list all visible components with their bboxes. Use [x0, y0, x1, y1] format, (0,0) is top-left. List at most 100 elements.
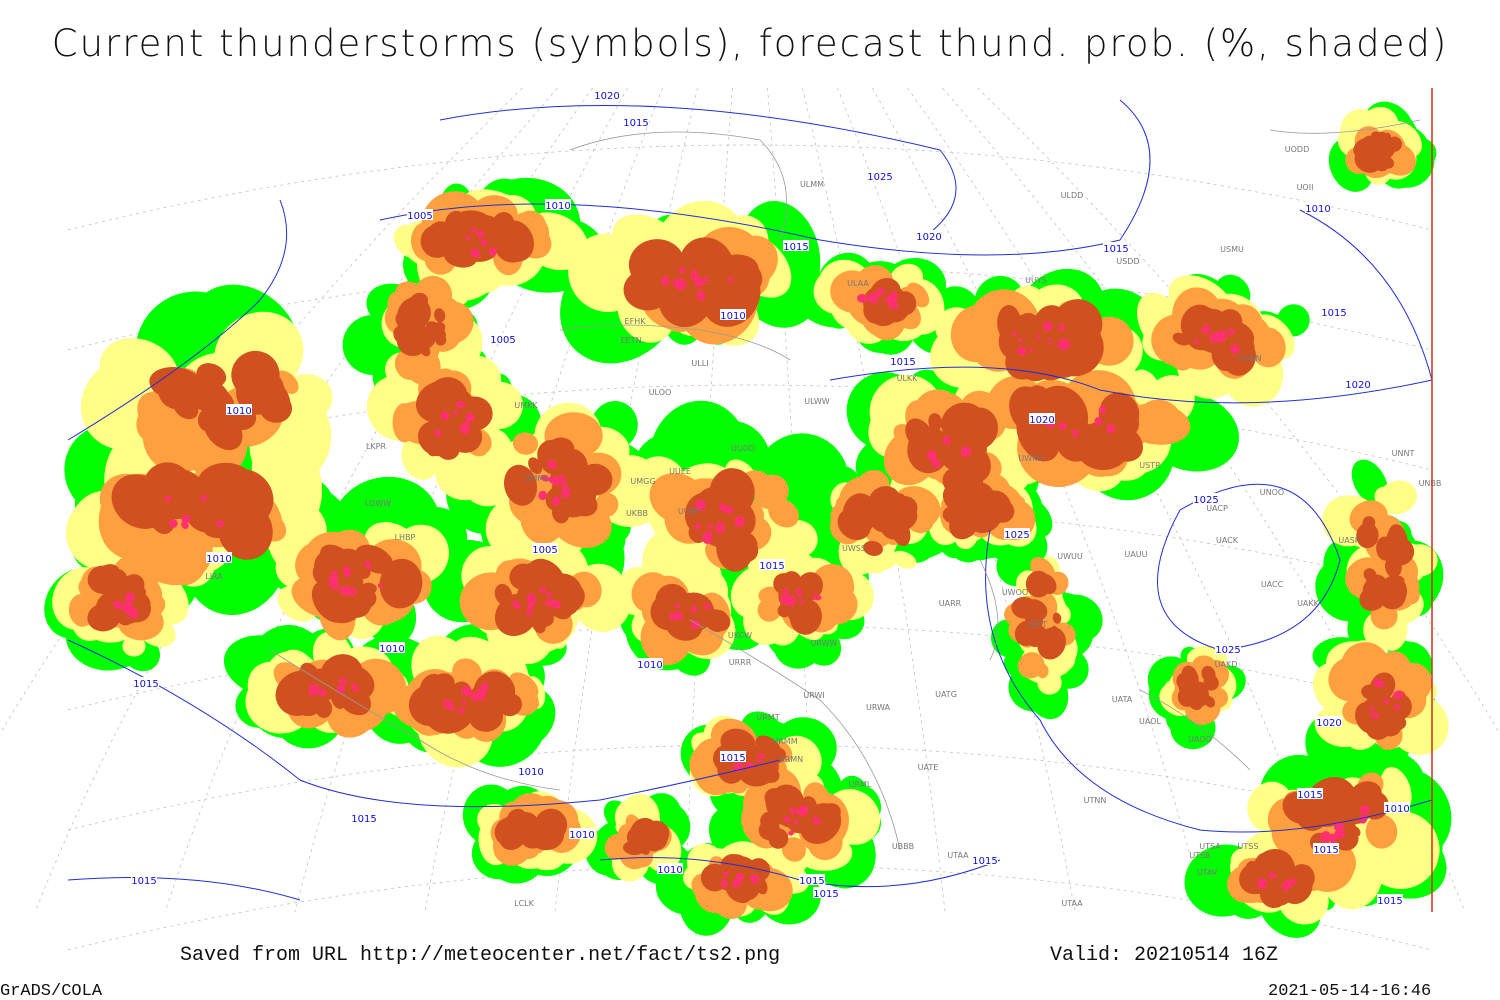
isobar-label: 1025	[1193, 495, 1218, 506]
prob-shade	[494, 583, 513, 606]
prob-shade	[697, 290, 706, 302]
station-label: UACP	[1206, 504, 1228, 513]
prob-shade	[842, 493, 878, 534]
station-label: UACK	[1216, 536, 1239, 545]
station-label: UASP	[1338, 536, 1359, 545]
prob-shade	[1283, 880, 1288, 885]
station-label: UWUU	[1057, 552, 1083, 561]
prob-shade	[531, 613, 547, 634]
isobar-label: 1015	[972, 856, 997, 867]
station-label: UBBB	[892, 842, 914, 851]
coastlines	[269, 119, 1421, 851]
prob-shade	[942, 436, 951, 445]
software: GrADS/COLA	[0, 982, 103, 1000]
station-label: UTAA	[947, 851, 969, 860]
coastline	[269, 649, 561, 791]
station-label: UATA	[1112, 695, 1133, 704]
prob-shade	[546, 591, 552, 597]
isobar-label: 1025	[1215, 645, 1240, 656]
station-label: URRR	[729, 658, 752, 667]
isobar-label: 1005	[407, 211, 432, 222]
coastline	[569, 131, 788, 241]
source-url: Saved from URL http://meteocenter.net/fa…	[180, 944, 780, 967]
prob-shade	[552, 496, 561, 506]
prob-shade	[786, 810, 810, 834]
prob-shade	[960, 446, 972, 458]
station-label: URWW	[811, 639, 838, 648]
prob-shade	[781, 837, 806, 862]
meridian	[977, 87, 1500, 735]
prob-shade	[750, 874, 760, 884]
prob-shade	[1036, 663, 1049, 679]
label-bg	[226, 404, 252, 415]
prob-shade	[409, 320, 422, 328]
prob-shade	[488, 247, 497, 256]
isobar	[439, 104, 957, 241]
isobar-label: 1015	[799, 876, 824, 887]
prob-shade	[758, 753, 765, 760]
isobar-label: 1010	[657, 865, 682, 876]
label-bg	[569, 828, 595, 839]
station-label: URMM	[772, 737, 797, 746]
prob-shade	[308, 684, 320, 695]
station-label: UODD	[1285, 145, 1309, 154]
isobar-label: 1025	[1004, 530, 1029, 541]
prob-shade	[1184, 679, 1197, 692]
prob-shade	[1373, 678, 1385, 688]
prob-shade	[511, 611, 528, 624]
prob-shade	[673, 611, 683, 621]
prob-shade	[1371, 696, 1403, 729]
prob-shade	[694, 523, 701, 530]
station-label: UTSB	[1189, 851, 1210, 860]
prob-shade	[1227, 328, 1235, 336]
prob-shade	[657, 260, 716, 328]
prob-shade	[548, 475, 558, 484]
prob-shade	[423, 687, 476, 734]
prob-shade	[715, 525, 724, 534]
isobar-label: 1010	[1305, 204, 1330, 215]
prob-shade	[1383, 699, 1390, 704]
isobar-labels: 1020 1015 1025 1005 1010 1015 1020 1015 1010 1010…	[131, 89, 1410, 907]
prob-shade	[1047, 339, 1052, 344]
prob-shade	[703, 277, 709, 283]
prob-shade	[798, 599, 804, 604]
isobar-label: 1010	[379, 644, 404, 655]
station-label: UKBB	[626, 509, 648, 518]
prob-shade	[201, 510, 223, 534]
prob-shade	[555, 475, 566, 485]
isobar-label: 1015	[623, 118, 648, 129]
station-label: LOWW	[365, 499, 391, 508]
station-label: UAOL	[1139, 717, 1161, 726]
isobar-label: 1020	[594, 91, 619, 102]
prob-shade	[340, 585, 351, 596]
isobar	[1299, 209, 1433, 381]
prob-shade	[318, 688, 327, 697]
prob-shade	[1029, 348, 1034, 353]
label-bg	[545, 199, 571, 210]
timestamp: 2021-05-14-16:46	[1268, 982, 1431, 1000]
isobar-label: 1020	[1316, 718, 1341, 729]
prob-shade	[462, 700, 466, 707]
isobar-label: 1020	[1345, 380, 1370, 391]
prob-shade	[1058, 324, 1065, 331]
label-bg	[1193, 493, 1219, 504]
station-label: UAKD	[1215, 660, 1238, 669]
coastline	[1269, 119, 1421, 134]
prob-shade	[512, 432, 539, 455]
prob-shade	[526, 610, 533, 616]
prob-shade	[512, 600, 519, 609]
prob-shade	[169, 519, 178, 528]
isobar-label: 1025	[867, 172, 892, 183]
isobar-label: 1015	[813, 889, 838, 900]
label-bg	[1321, 306, 1347, 317]
prob-shade	[1214, 330, 1228, 343]
isobar-label: 1010	[720, 311, 745, 322]
parallel	[67, 144, 1433, 231]
prob-shade	[561, 487, 571, 499]
prob-shade	[1359, 805, 1370, 815]
prob-shade	[124, 592, 135, 603]
prob-shade	[792, 819, 799, 825]
prob-shade	[526, 593, 537, 605]
prob-shade	[723, 505, 734, 515]
prob-shade	[336, 684, 345, 694]
